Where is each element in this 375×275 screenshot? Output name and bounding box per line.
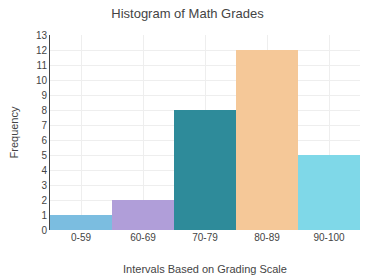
svg-text:Intervals Based on Grading Sca: Intervals Based on Grading Scale xyxy=(123,263,287,275)
svg-text:4: 4 xyxy=(41,165,47,176)
svg-text:3: 3 xyxy=(41,180,47,191)
svg-text:7: 7 xyxy=(41,120,47,131)
svg-text:8: 8 xyxy=(41,105,47,116)
svg-text:13: 13 xyxy=(36,30,48,41)
svg-text:12: 12 xyxy=(36,45,48,56)
svg-text:0-59: 0-59 xyxy=(71,232,91,243)
svg-text:2: 2 xyxy=(41,195,47,206)
svg-text:Histogram of Math Grades: Histogram of Math Grades xyxy=(111,6,264,21)
svg-text:90-100: 90-100 xyxy=(313,232,345,243)
svg-text:11: 11 xyxy=(37,60,48,71)
svg-text:9: 9 xyxy=(41,90,47,101)
svg-text:Frequency: Frequency xyxy=(8,106,20,158)
svg-text:80-89: 80-89 xyxy=(254,232,280,243)
svg-text:1: 1 xyxy=(41,210,47,221)
svg-text:10: 10 xyxy=(36,75,48,86)
svg-text:5: 5 xyxy=(41,150,47,161)
svg-text:70-79: 70-79 xyxy=(192,232,218,243)
svg-text:60-69: 60-69 xyxy=(130,232,156,243)
svg-text:0: 0 xyxy=(41,225,47,236)
svg-text:6: 6 xyxy=(41,135,47,146)
